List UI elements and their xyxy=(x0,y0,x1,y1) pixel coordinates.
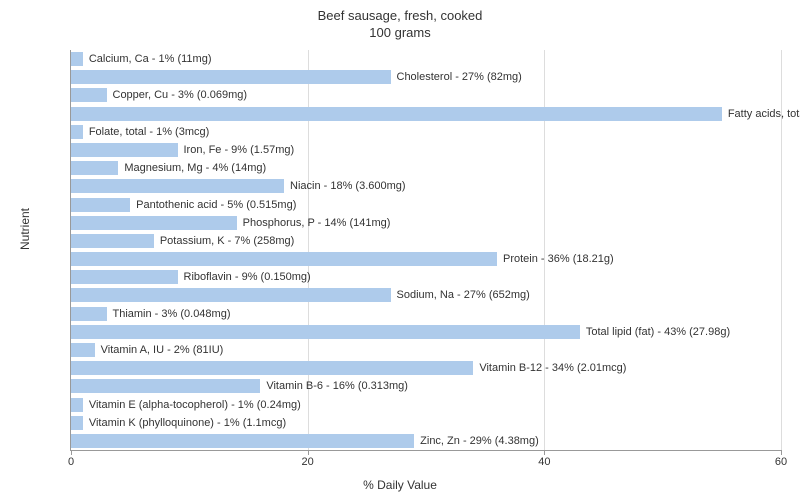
nutrient-bar-label: Thiamin - 3% (0.048mg) xyxy=(113,307,231,321)
nutrient-bar xyxy=(71,107,722,121)
nutrient-bar xyxy=(71,198,130,212)
x-tick xyxy=(71,450,72,455)
y-axis-label: Nutrient xyxy=(18,208,32,250)
nutrient-bar-label: Total lipid (fat) - 43% (27.98g) xyxy=(586,325,730,339)
nutrient-bar xyxy=(71,270,178,284)
chart-title: Beef sausage, fresh, cooked 100 grams xyxy=(0,0,800,42)
nutrient-bar-label: Vitamin B-6 - 16% (0.313mg) xyxy=(266,379,408,393)
nutrient-bar xyxy=(71,252,497,266)
nutrient-bar-label: Vitamin E (alpha-tocopherol) - 1% (0.24m… xyxy=(89,398,301,412)
nutrient-bar xyxy=(71,325,580,339)
nutrient-bar-label: Potassium, K - 7% (258mg) xyxy=(160,234,295,248)
nutrient-bar xyxy=(71,88,107,102)
x-tick xyxy=(781,450,782,455)
nutrient-chart: Beef sausage, fresh, cooked 100 grams Nu… xyxy=(0,0,800,500)
nutrient-bar-label: Magnesium, Mg - 4% (14mg) xyxy=(124,161,266,175)
nutrient-bar xyxy=(71,288,391,302)
nutrient-bar xyxy=(71,125,83,139)
nutrient-bar xyxy=(71,52,83,66)
nutrient-bar xyxy=(71,70,391,84)
nutrient-bar-label: Vitamin A, IU - 2% (81IU) xyxy=(101,343,224,357)
nutrient-bar xyxy=(71,416,83,430)
x-axis-label: % Daily Value xyxy=(0,478,800,492)
nutrient-bar xyxy=(71,234,154,248)
nutrient-bar-label: Riboflavin - 9% (0.150mg) xyxy=(184,270,311,284)
nutrient-bar-label: Folate, total - 1% (3mcg) xyxy=(89,125,209,139)
x-tick-label: 40 xyxy=(538,456,550,468)
nutrient-bar-label: Cholesterol - 27% (82mg) xyxy=(397,70,522,84)
nutrient-bar xyxy=(71,143,178,157)
nutrient-bar-label: Pantothenic acid - 5% (0.515mg) xyxy=(136,198,296,212)
nutrient-bar-label: Protein - 36% (18.21g) xyxy=(503,252,614,266)
nutrient-bar xyxy=(71,398,83,412)
nutrient-bar-label: Vitamin K (phylloquinone) - 1% (1.1mcg) xyxy=(89,416,286,430)
plot-area: 0204060Calcium, Ca - 1% (11mg)Cholestero… xyxy=(70,50,781,451)
nutrient-bar-label: Zinc, Zn - 29% (4.38mg) xyxy=(420,434,539,448)
x-tick-label: 60 xyxy=(775,456,787,468)
nutrient-bar-label: Copper, Cu - 3% (0.069mg) xyxy=(113,88,248,102)
nutrient-bar-label: Niacin - 18% (3.600mg) xyxy=(290,179,406,193)
nutrient-bar xyxy=(71,179,284,193)
nutrient-bar xyxy=(71,161,118,175)
nutrient-bar-label: Iron, Fe - 9% (1.57mg) xyxy=(184,143,295,157)
nutrient-bar-label: Phosphorus, P - 14% (141mg) xyxy=(243,216,391,230)
nutrient-bar-label: Vitamin B-12 - 34% (2.01mcg) xyxy=(479,361,626,375)
x-tick xyxy=(544,450,545,455)
nutrient-bar xyxy=(71,343,95,357)
x-tick-label: 20 xyxy=(302,456,314,468)
nutrient-bar xyxy=(71,361,473,375)
title-line-1: Beef sausage, fresh, cooked xyxy=(0,8,800,25)
nutrient-bar xyxy=(71,307,107,321)
nutrient-bar xyxy=(71,379,260,393)
x-tick-label: 0 xyxy=(68,456,74,468)
nutrient-bar-label: Fatty acids, total saturated - 55% (10.9… xyxy=(728,107,800,121)
nutrient-bar xyxy=(71,434,414,448)
x-tick xyxy=(308,450,309,455)
nutrient-bar xyxy=(71,216,237,230)
nutrient-bar-label: Calcium, Ca - 1% (11mg) xyxy=(89,52,212,66)
title-line-2: 100 grams xyxy=(0,25,800,42)
nutrient-bar-label: Sodium, Na - 27% (652mg) xyxy=(397,288,530,302)
